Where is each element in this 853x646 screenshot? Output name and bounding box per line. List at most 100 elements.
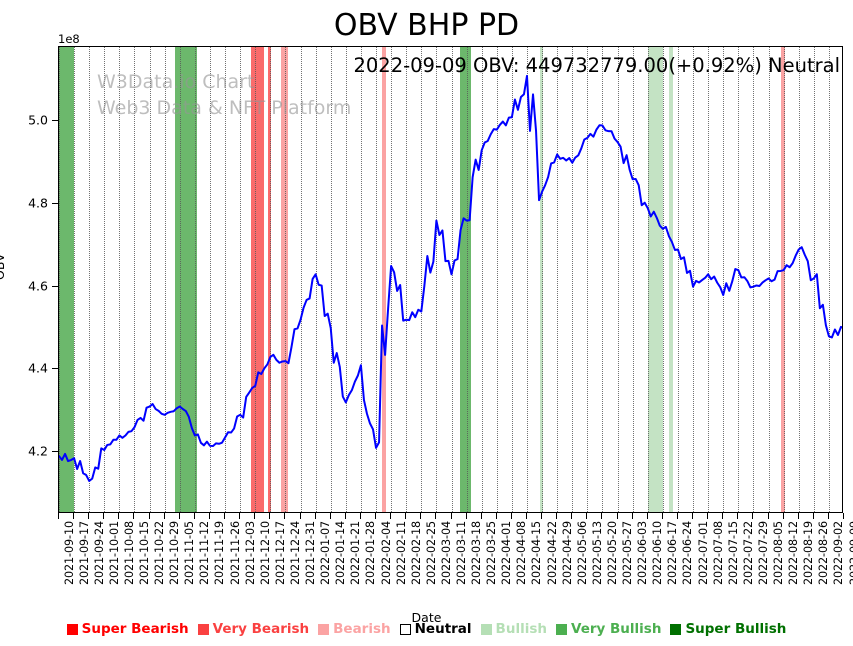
- x-tick-label: 2022-06-03: [636, 521, 650, 586]
- legend-label: Bearish: [333, 621, 391, 637]
- x-tick-mark: [722, 513, 724, 519]
- legend-label: Very Bearish: [212, 621, 310, 637]
- legend-entry[interactable]: Bearish: [318, 621, 391, 637]
- x-tick-label: 2022-05-27: [621, 521, 635, 586]
- x-tick-label: 2022-07-15: [726, 521, 740, 586]
- x-tick-mark: [420, 513, 422, 519]
- x-tick-label: 2022-04-15: [530, 521, 544, 586]
- x-tick-mark: [843, 513, 844, 519]
- x-tick-label: 2021-10-01: [107, 521, 121, 586]
- x-tick-mark: [73, 513, 75, 519]
- x-tick-label: 2022-04-01: [500, 521, 514, 586]
- x-tick-mark: [224, 513, 226, 519]
- x-tick-label: 2022-08-05: [772, 521, 786, 586]
- legend-label: Super Bearish: [81, 621, 189, 637]
- legend-label: Neutral: [414, 621, 472, 637]
- x-tick-label: 2021-10-29: [168, 521, 182, 586]
- x-tick-label: 2022-08-12: [787, 521, 801, 586]
- legend-entry[interactable]: Very Bearish: [197, 621, 310, 637]
- legend-entry[interactable]: Very Bullish: [555, 621, 662, 637]
- x-tick-label: 2022-09-09: [847, 521, 853, 586]
- obv-line-svg: [59, 74, 842, 482]
- x-tick-label: 2022-07-01: [696, 521, 710, 586]
- x-tick-label: 2022-04-22: [545, 521, 559, 586]
- legend-swatch: [555, 623, 567, 635]
- legend-swatch: [318, 623, 330, 635]
- y-axis-offset-label: 1e8: [58, 32, 80, 46]
- x-tick-mark: [390, 513, 392, 519]
- x-tick-label: 2022-03-25: [485, 521, 499, 586]
- legend-entry[interactable]: Super Bullish: [670, 621, 786, 637]
- x-tick-mark: [707, 513, 709, 519]
- legend-entry[interactable]: Neutral: [399, 621, 472, 637]
- x-tick-mark: [586, 513, 588, 519]
- obv-line-series: [59, 47, 842, 512]
- x-tick-label: 2022-02-18: [409, 521, 423, 586]
- x-tick-label: 2021-09-17: [77, 521, 91, 586]
- legend-entry[interactable]: Bullish: [480, 621, 547, 637]
- x-tick-label: 2021-11-05: [183, 521, 197, 586]
- x-tick-mark: [782, 513, 784, 519]
- x-tick-label: 2021-10-22: [153, 521, 167, 586]
- x-tick-mark: [601, 513, 603, 519]
- x-tick-mark: [58, 513, 59, 519]
- x-tick-mark: [450, 513, 452, 519]
- x-tick-mark: [299, 513, 301, 519]
- x-tick-mark: [676, 513, 678, 519]
- x-tick-label: 2022-06-10: [651, 521, 665, 586]
- x-tick-label: 2021-09-10: [62, 521, 76, 586]
- x-tick-label: 2022-01-21: [349, 521, 363, 586]
- y-tick-label: 4.4: [28, 360, 48, 376]
- x-tick-label: 2022-01-14: [334, 521, 348, 586]
- x-tick-mark: [254, 513, 256, 519]
- x-tick-label: 2021-12-10: [258, 521, 272, 586]
- legend-label: Bullish: [495, 621, 547, 637]
- x-tick-label: 2022-07-22: [741, 521, 755, 586]
- x-tick-label: 2021-12-17: [273, 521, 287, 586]
- x-tick-mark: [359, 513, 361, 519]
- y-tick-label: 5.0: [28, 112, 48, 128]
- x-tick-label: 2021-12-24: [288, 521, 302, 586]
- x-tick-mark: [405, 513, 407, 519]
- x-tick-label: 2022-06-17: [666, 521, 680, 586]
- obv-polyline: [59, 74, 842, 482]
- y-tick-label: 4.6: [28, 278, 48, 294]
- x-tick-label: 2022-03-11: [455, 521, 468, 586]
- x-tick-label: 2022-03-04: [439, 521, 453, 586]
- x-tick-mark: [465, 513, 467, 519]
- x-tick-label: 2022-06-24: [681, 521, 695, 586]
- y-axis-title: OBV: [0, 253, 7, 280]
- x-tick-label: 2022-09-02: [832, 521, 846, 586]
- x-axis-title: Date: [411, 610, 442, 625]
- y-tick-label: 4.2: [28, 443, 48, 459]
- x-tick-mark: [239, 513, 241, 519]
- x-tick-mark: [646, 513, 648, 519]
- x-tick-mark: [329, 513, 331, 519]
- x-tick-mark: [103, 513, 105, 519]
- x-tick-mark: [767, 513, 769, 519]
- x-tick-mark: [541, 513, 543, 519]
- x-tick-mark: [616, 513, 618, 519]
- x-tick-mark: [314, 513, 316, 519]
- x-tick-mark: [344, 513, 346, 519]
- x-tick-mark: [812, 513, 814, 519]
- x-tick-mark: [737, 513, 739, 519]
- x-tick-label: 2021-11-26: [228, 521, 242, 586]
- x-tick-mark: [375, 513, 377, 519]
- legend-label: Very Bullish: [570, 621, 662, 637]
- x-tick-label: 2022-08-19: [802, 521, 816, 586]
- x-tick-label: 2022-07-08: [711, 521, 725, 586]
- x-tick-mark: [435, 513, 437, 519]
- x-tick-mark: [284, 513, 286, 519]
- x-tick-mark: [495, 513, 497, 519]
- x-tick-label: 2022-08-26: [817, 521, 831, 586]
- x-tick-label: 2022-02-11: [394, 521, 408, 586]
- x-tick-label: 2022-05-06: [575, 521, 589, 586]
- x-tick-label: 2021-11-19: [213, 521, 227, 586]
- legend-swatch: [480, 623, 492, 635]
- y-tick-label: 4.8: [28, 195, 48, 211]
- x-tick-label: 2021-10-15: [137, 521, 151, 586]
- x-tick-mark: [193, 513, 195, 519]
- legend-entry[interactable]: Super Bearish: [66, 621, 189, 637]
- legend-swatch: [670, 623, 682, 635]
